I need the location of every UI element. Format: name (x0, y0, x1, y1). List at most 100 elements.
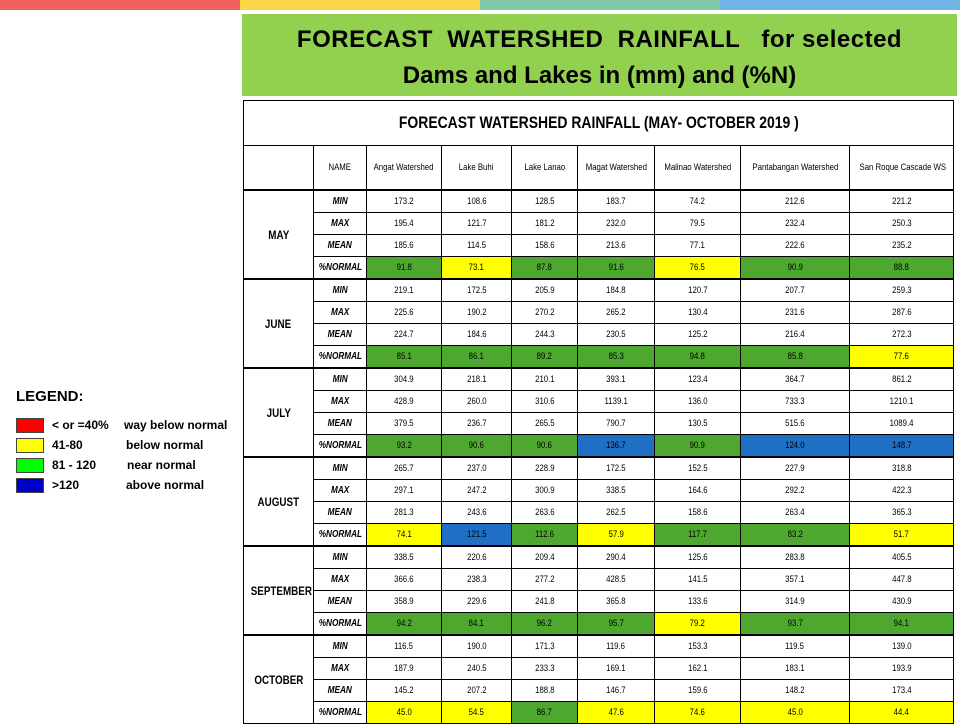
value-text: 87.8 (536, 261, 553, 273)
value-text: 130.4 (687, 306, 708, 318)
value-cell: 172.5 (441, 278, 512, 302)
table-row: %NORMAL 85.1 86.1 89.2 85.3 94.8 85.8 77.6 (244, 345, 955, 369)
value-text: 124.0 (785, 439, 805, 451)
stat-label: %NORMAL (313, 256, 367, 280)
value-cell: 74.6 (654, 701, 741, 724)
value-text: 79.5 (689, 217, 706, 229)
value-text: 114.5 (467, 239, 486, 251)
month-label: AUGUST (243, 456, 314, 547)
value-cell: 171.3 (511, 634, 578, 658)
value-text: 77.6 (893, 350, 910, 362)
value-text: 310.6 (534, 395, 555, 407)
value-text: 169.1 (606, 662, 626, 674)
value-cell: 216.4 (740, 323, 850, 346)
value-text: 229.6 (466, 595, 487, 607)
value-cell: 159.6 (654, 679, 741, 702)
value-cell: 241.8 (511, 590, 578, 613)
value-cell: 130.4 (654, 301, 741, 324)
value-text: 86.7 (536, 706, 553, 718)
value-cell: 90.9 (654, 434, 741, 458)
value-cell: 169.1 (577, 657, 655, 680)
value-text: 260.0 (466, 395, 487, 407)
value-cell: 304.9 (366, 367, 442, 391)
value-text: 218.1 (466, 373, 487, 385)
month-label-text: JULY (266, 405, 291, 420)
value-cell: 183.7 (577, 189, 655, 213)
value-text: 51.7 (893, 528, 910, 540)
column-header: Angat Watershed (366, 145, 442, 191)
value-text: 272.3 (891, 328, 912, 340)
table-row: MAX 195.4 121.7 181.2 232.0 79.5 232.4 250.3 (244, 212, 955, 235)
value-cell: 265.5 (511, 412, 578, 435)
value-text: 210.1 (534, 373, 555, 385)
stat-label-text: MAX (330, 395, 350, 407)
month-label: JULY (243, 367, 314, 458)
value-text: 1089.4 (889, 417, 914, 429)
value-cell: 290.4 (577, 545, 655, 569)
value-cell: 270.2 (511, 301, 578, 324)
value-cell: 89.2 (511, 345, 578, 369)
stat-label-text: MAX (330, 217, 350, 229)
column-header-text: Malinao Watershed (664, 161, 731, 173)
value-cell: 74.2 (654, 189, 741, 213)
value-cell: 158.6 (654, 501, 741, 524)
stat-label-text: MAX (330, 484, 350, 496)
legend-description: near normal (127, 458, 196, 472)
value-text: 91.8 (396, 261, 412, 273)
stat-label: %NORMAL (313, 434, 367, 458)
stat-label: MAX (313, 657, 367, 680)
month-label-text: SEPTEMBER (250, 583, 312, 598)
table-row: MEAN 185.6 114.5 158.6 213.6 77.1 222.6 235.2 (244, 234, 955, 257)
value-cell: 148.7 (848, 434, 955, 458)
column-header: Lake Buhi (441, 145, 512, 191)
month-label: MAY (243, 189, 314, 280)
value-cell: 232.4 (740, 212, 850, 235)
value-text: 195.4 (394, 217, 414, 229)
header-name: NAME (313, 145, 367, 191)
value-text: 357.1 (785, 573, 805, 585)
stat-label: MEAN (313, 501, 367, 524)
value-cell: 91.6 (577, 256, 655, 280)
value-cell: 188.8 (511, 679, 578, 702)
value-cell: 77.6 (848, 345, 955, 369)
stat-label-text: %NORMAL (318, 706, 363, 718)
stat-label: %NORMAL (313, 612, 367, 636)
table-row: MEAN 281.3 243.6 263.6 262.5 158.6 263.4 365.3 (244, 501, 955, 524)
value-cell: 79.5 (654, 212, 741, 235)
legend: LEGEND: < or =40% way below normal 41-80… (14, 384, 244, 504)
title-banner: FORECAST WATERSHED RAINFALL for selected… (242, 14, 957, 96)
value-cell: 224.7 (366, 323, 442, 346)
value-cell: 205.9 (511, 278, 578, 302)
value-text: 190.2 (466, 306, 487, 318)
value-text: 405.5 (891, 551, 912, 563)
value-cell: 265.7 (366, 456, 442, 480)
value-text: 108.6 (466, 195, 487, 207)
value-text: 265.7 (394, 462, 414, 474)
value-cell: 108.6 (441, 189, 512, 213)
value-text: 227.9 (785, 462, 805, 474)
value-cell: 219.1 (366, 278, 442, 302)
value-cell: 379.5 (366, 412, 442, 435)
value-cell: 57.9 (577, 523, 655, 547)
stat-label: MEAN (313, 323, 367, 346)
column-header-text: Lake Buhi (459, 161, 494, 173)
value-text: 187.9 (394, 662, 414, 674)
value-cell: 292.2 (740, 479, 850, 502)
value-cell: 190.2 (441, 301, 512, 324)
legend-range: < or =40% (52, 418, 109, 432)
value-cell: 95.7 (577, 612, 655, 636)
value-cell: 236.7 (441, 412, 512, 435)
table-row: MEAN 379.5 236.7 265.5 790.7 130.5 515.6 1089.4 (244, 412, 955, 435)
value-cell: 128.5 (511, 189, 578, 213)
month-label-text: JUNE (265, 316, 292, 331)
value-cell: 125.2 (654, 323, 741, 346)
value-text: 112.6 (535, 528, 554, 540)
value-cell: 1089.4 (848, 412, 955, 435)
value-cell: 85.8 (740, 345, 850, 369)
stat-label-text: %NORMAL (318, 350, 363, 362)
value-cell: 51.7 (848, 523, 955, 547)
value-cell: 281.3 (366, 501, 442, 524)
value-cell: 338.5 (366, 545, 442, 569)
value-text: 222.6 (785, 239, 805, 251)
value-cell: 148.2 (740, 679, 850, 702)
